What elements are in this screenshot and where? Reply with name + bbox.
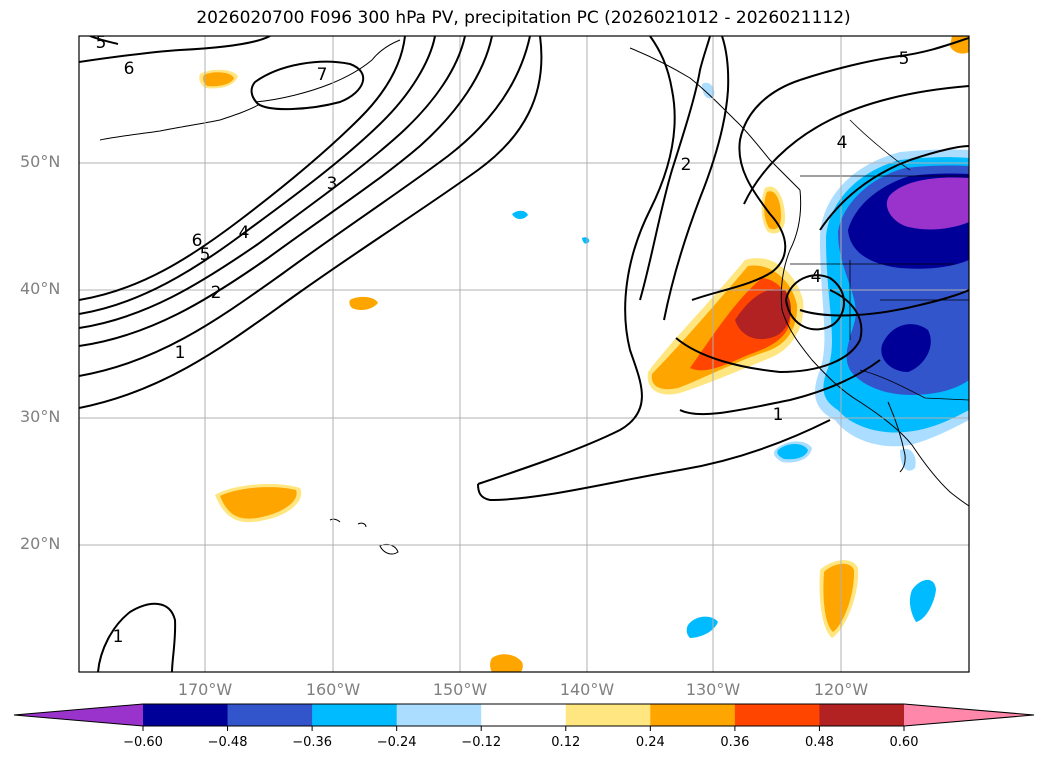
contour-label: 2 [211, 283, 222, 303]
colorbar-tick-label: −0.60 [123, 735, 163, 750]
colorbar-swatch [565, 704, 651, 726]
lat-label-40n: 40°N [20, 279, 61, 298]
colorbar-tick-label: −0.12 [461, 735, 502, 750]
lat-label-30n: 30°N [20, 407, 61, 426]
colorbar-swatch [734, 704, 820, 726]
colorbar-swatch [396, 704, 482, 726]
colorbar-swatch [819, 704, 905, 726]
colorbar-tick-label: −0.36 [292, 735, 333, 750]
contour-label: 7 [317, 65, 328, 85]
borders [790, 119, 969, 401]
lon-label-150w: 150°W [432, 680, 488, 699]
colorbar-tick-label: −0.24 [376, 735, 417, 750]
lon-label-120w: 120°W [813, 680, 869, 699]
lon-label-170w: 170°W [177, 680, 233, 699]
contour-label: 1 [773, 405, 784, 425]
contour-label: 6 [192, 231, 203, 251]
contour-label: 5 [899, 49, 910, 69]
colorbar-swatch [312, 704, 398, 726]
map-plot-area: 5 6 7 3 6 5 4 2 1 2 4 4 1 5 1 [79, 33, 969, 672]
colorbar-tick-label: 0.12 [551, 735, 581, 750]
colorbar-tick-label: 0.60 [889, 735, 919, 750]
contour-label: 4 [811, 267, 822, 287]
colorbar-extend-high [904, 704, 1034, 726]
precip-anomaly-fills [199, 36, 969, 672]
contour-label: 1 [175, 343, 186, 363]
contour-label: 4 [239, 223, 250, 243]
map-title: 2026020700 F096 300 hPa PV, precipitatio… [196, 8, 851, 28]
lon-label-140w: 140°W [559, 680, 615, 699]
pv-contours [79, 36, 969, 672]
colorbar-swatch [650, 704, 736, 726]
colorbar-extend-low [14, 704, 143, 726]
colorbar-swatch [481, 704, 567, 726]
lon-label-130w: 130°W [685, 680, 741, 699]
contour-label: 6 [124, 59, 135, 79]
contour-label: 5 [200, 245, 211, 265]
colorbar-swatch [227, 704, 313, 726]
colorbar-tick-label: −0.48 [207, 735, 248, 750]
colorbar-swatch [143, 704, 229, 726]
contour-label: 5 [96, 33, 107, 53]
contour-label: 2 [681, 155, 692, 175]
lat-label-20n: 20°N [20, 534, 61, 553]
colorbar-tick-label: 0.24 [635, 735, 665, 750]
map-frame [78, 35, 970, 673]
colorbar-tick-label: 0.48 [804, 735, 834, 750]
contour-label: 4 [837, 133, 848, 153]
colorbar-tick-label: 0.36 [720, 735, 750, 750]
lat-label-50n: 50°N [20, 152, 61, 171]
colorbar [13, 703, 1035, 731]
lon-label-160w: 160°W [305, 680, 361, 699]
contour-labels: 5 6 7 3 6 5 4 2 1 2 4 4 1 5 1 [96, 33, 910, 647]
graticule [79, 36, 969, 672]
contour-label: 3 [327, 174, 338, 194]
contour-label: 1 [113, 627, 124, 647]
